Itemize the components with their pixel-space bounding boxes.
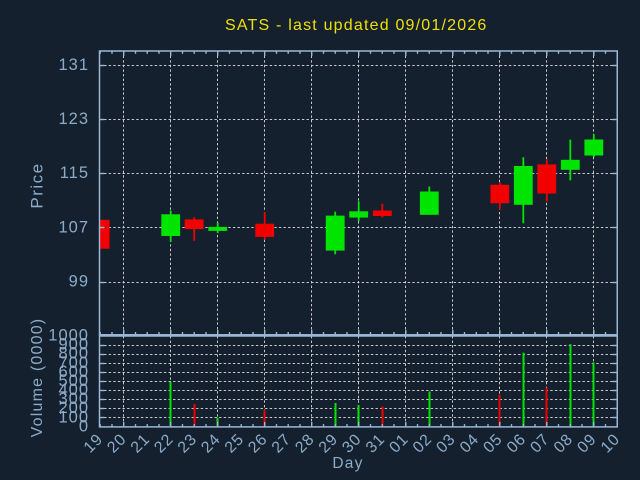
svg-text:Price: Price [28, 162, 47, 208]
svg-text:123: 123 [58, 110, 89, 128]
svg-text:115: 115 [60, 164, 89, 182]
svg-text:700: 700 [58, 354, 89, 372]
svg-text:800: 800 [58, 345, 89, 363]
svg-text:900: 900 [58, 336, 89, 354]
svg-text:600: 600 [58, 363, 89, 381]
svg-text:400: 400 [58, 381, 89, 399]
svg-text:1000: 1000 [48, 327, 89, 345]
svg-text:SATS - last updated 09/01/2026: SATS - last updated 09/01/2026 [225, 17, 488, 34]
svg-text:100: 100 [58, 408, 89, 426]
svg-text:500: 500 [58, 372, 89, 390]
svg-text:200: 200 [58, 399, 89, 417]
svg-text:Volume (0000): Volume (0000) [29, 318, 46, 438]
svg-text:300: 300 [58, 390, 89, 408]
svg-text:131: 131 [58, 56, 89, 74]
svg-text:99: 99 [69, 273, 89, 291]
svg-text:107: 107 [58, 218, 89, 236]
svg-text:0: 0 [79, 417, 89, 435]
svg-text:Day: Day [332, 455, 363, 472]
